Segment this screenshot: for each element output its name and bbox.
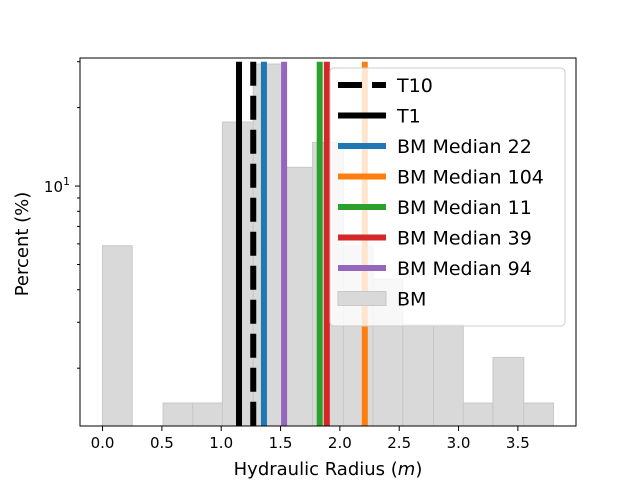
histogram-bar [402,324,435,427]
plot-area-frame [79,57,577,427]
legend-label: T1 [396,106,421,128]
histogram-bar [433,324,464,427]
legend-label: BM [397,289,426,311]
histogram-bar [462,402,494,427]
histogram-bar [102,245,133,427]
x-tick-label: 0.5 [150,434,174,452]
legend-label: BM Median 94 [397,258,532,280]
legend-label: BM Median 22 [397,136,532,158]
histogram-bar [162,402,194,427]
histogram-bar [523,402,554,427]
legend-label: BM Median 11 [397,197,532,219]
y-axis-label: Percent (%) [12,192,33,297]
histogram-bar [282,166,314,427]
legend-label: BM Median 39 [397,228,532,250]
histogram-bar [192,402,223,427]
legend-swatch [337,291,387,306]
x-tick-label: 3.0 [447,434,471,452]
legend-label: BM Median 104 [397,167,544,189]
histogram-bar [492,356,525,427]
x-tick-label: 3.5 [506,434,530,452]
x-axis-ticks: 0.0 0.5 1.0 1.5 2.0 2.5 3.0 3.5 [91,426,530,452]
legend: T10 T1 BM Median 22 BM Median 104 BM Median … [329,67,566,327]
x-tick-label: 1.5 [269,434,293,452]
x-tick-label: 0.0 [91,434,115,452]
legend-box [329,67,566,327]
x-tick-label: 2.5 [387,434,411,452]
y-axis-ticks: 101 [44,61,80,369]
y-tick-label: 101 [44,175,70,196]
x-tick-label: 2.0 [328,434,352,452]
histogram-bar [252,63,284,427]
x-axis-label: Hydraulic Radius (m) [234,459,423,480]
legend-label: T10 [396,75,433,97]
x-tick-label: 1.0 [209,434,233,452]
